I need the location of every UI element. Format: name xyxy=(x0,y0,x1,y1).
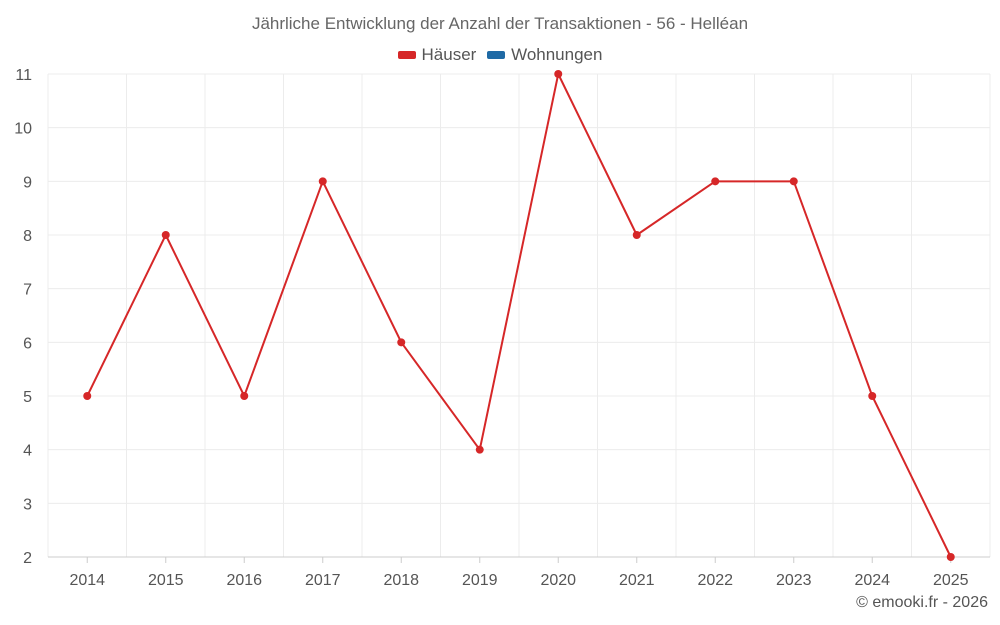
x-tick-label: 2024 xyxy=(854,572,890,589)
legend-label-haeuser: Häuser xyxy=(421,45,477,64)
y-tick-label: 9 xyxy=(23,174,32,191)
data-point[interactable] xyxy=(711,177,720,186)
x-tick-label: 2021 xyxy=(619,572,655,589)
data-point[interactable] xyxy=(83,392,92,400)
y-tick-label: 4 xyxy=(23,443,32,460)
y-tick-label: 6 xyxy=(23,335,32,352)
y-tick-label: 8 xyxy=(23,228,32,245)
legend-swatch-wohnungen xyxy=(487,51,506,59)
data-point[interactable] xyxy=(946,553,955,561)
x-tick-label: 2022 xyxy=(697,572,733,589)
data-point[interactable] xyxy=(240,392,249,400)
legend: Häuser Wohnungen xyxy=(0,44,1000,65)
data-point[interactable] xyxy=(397,338,406,347)
y-tick-label: 7 xyxy=(23,282,32,299)
data-point[interactable] xyxy=(632,231,641,239)
series-layer xyxy=(83,70,955,561)
x-tick-label: 2020 xyxy=(540,572,576,589)
x-tick-label: 2018 xyxy=(383,572,419,589)
legend-item-haeuser[interactable]: Häuser xyxy=(397,45,477,65)
grid xyxy=(47,73,991,557)
data-point[interactable] xyxy=(475,445,484,454)
x-tick-label: 2023 xyxy=(776,572,812,589)
y-tick-label: 11 xyxy=(15,67,32,84)
legend-item-wohnungen[interactable]: Wohnungen xyxy=(487,45,602,65)
data-point[interactable] xyxy=(789,177,798,186)
x-tick-label: 2014 xyxy=(69,572,105,589)
x-tick-label: 2016 xyxy=(226,572,262,589)
x-tick-label: 2015 xyxy=(148,572,184,589)
x-tick-label: 2017 xyxy=(305,572,341,589)
x-axis: 2014 2015 2016 2017 2018 2019 2020 2021 2022 2023… xyxy=(48,556,990,589)
data-point[interactable] xyxy=(554,70,563,78)
y-axis: 2 3 4 5 6 7 8 9 10 11 xyxy=(14,67,32,567)
credit-text: © emooki.fr - 2026 xyxy=(856,594,988,611)
x-tick-label: 2025 xyxy=(933,572,969,589)
data-point[interactable] xyxy=(161,231,170,239)
data-point[interactable] xyxy=(318,177,327,186)
y-tick-label: 5 xyxy=(23,389,32,406)
y-tick-label: 10 xyxy=(14,121,32,138)
chart-title: Jährliche Entwicklung der Anzahl der Tra… xyxy=(251,14,749,33)
series-line-0 xyxy=(86,73,952,558)
x-tick-label: 2019 xyxy=(462,572,498,589)
legend-swatch-haeuser xyxy=(397,51,416,59)
legend-label-wohnungen: Wohnungen xyxy=(511,45,603,64)
y-tick-label: 3 xyxy=(23,496,32,513)
y-tick-label: 2 xyxy=(23,550,32,567)
data-point[interactable] xyxy=(868,392,877,400)
